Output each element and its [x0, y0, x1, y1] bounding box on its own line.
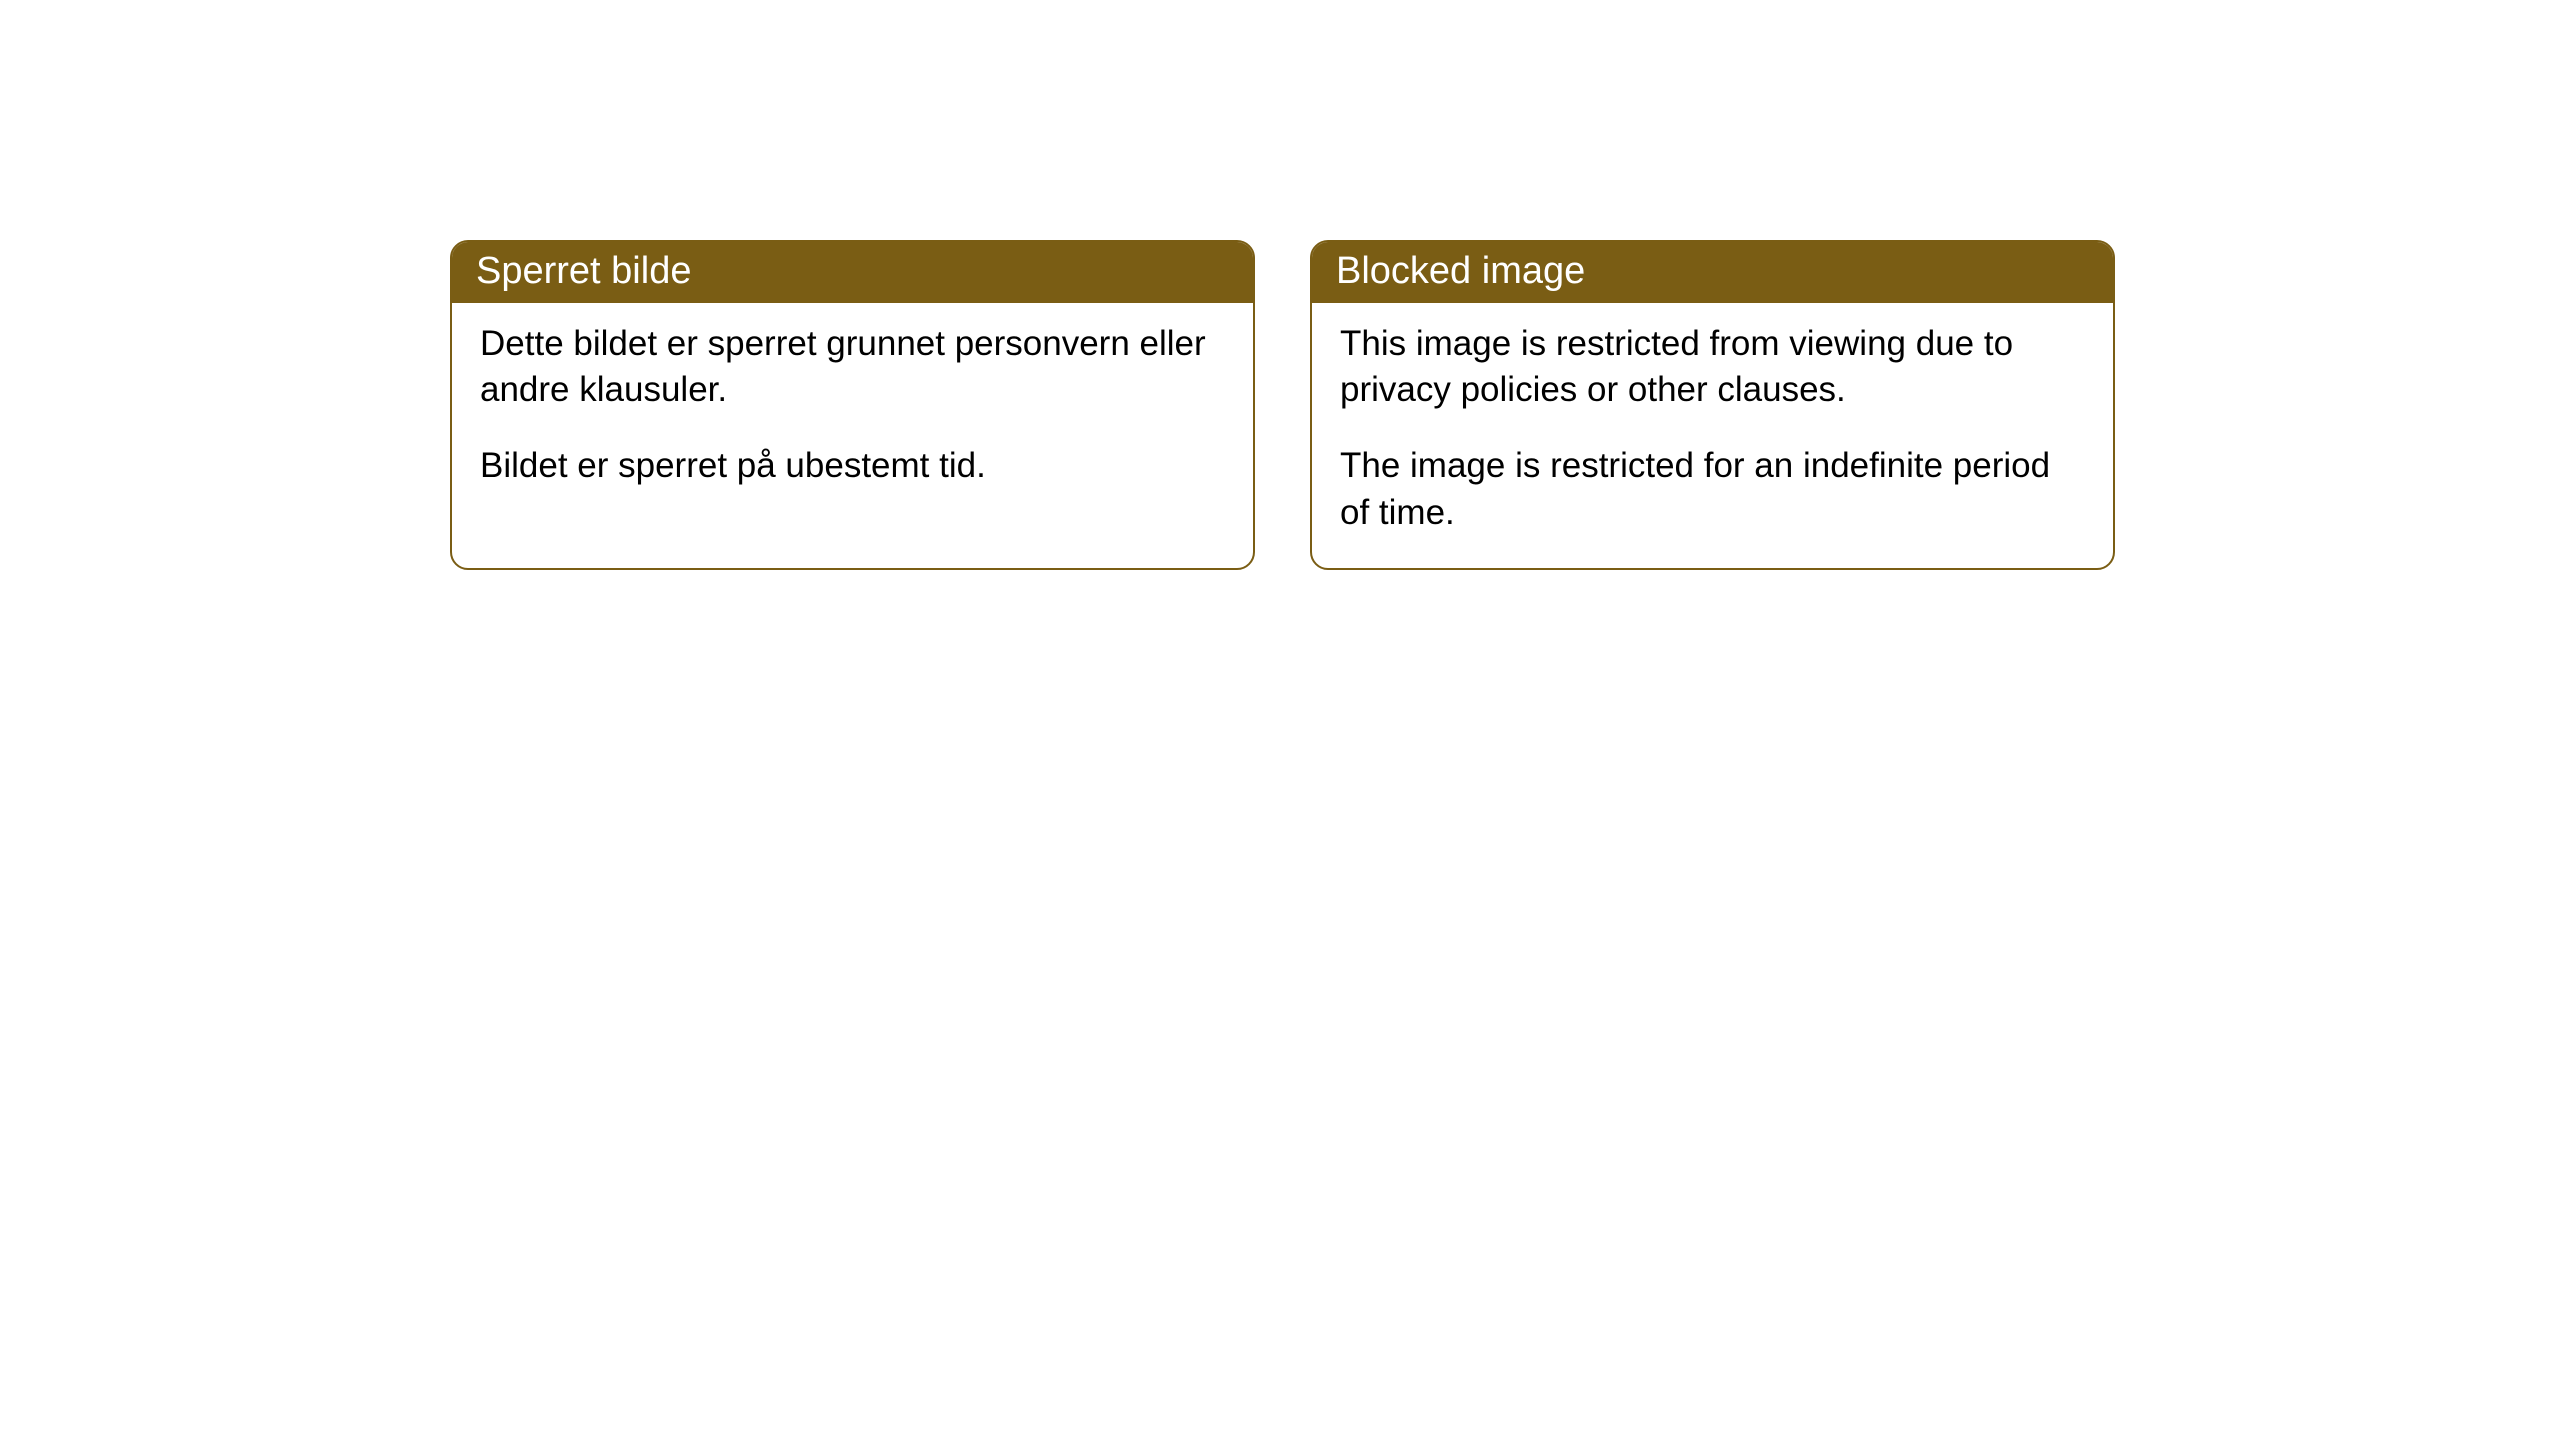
notice-paragraph-2-norwegian: Bildet er sperret på ubestemt tid. — [480, 443, 1225, 489]
notice-card-norwegian: Sperret bilde Dette bildet er sperret gr… — [450, 240, 1255, 570]
notice-paragraph-1-norwegian: Dette bildet er sperret grunnet personve… — [480, 321, 1225, 413]
notice-paragraph-2-english: The image is restricted for an indefinit… — [1340, 443, 2085, 535]
notice-paragraph-1-english: This image is restricted from viewing du… — [1340, 321, 2085, 413]
notice-body-norwegian: Dette bildet er sperret grunnet personve… — [452, 303, 1253, 522]
notice-header-norwegian: Sperret bilde — [452, 242, 1253, 303]
notice-card-english: Blocked image This image is restricted f… — [1310, 240, 2115, 570]
notice-body-english: This image is restricted from viewing du… — [1312, 303, 2113, 568]
notice-header-english: Blocked image — [1312, 242, 2113, 303]
notice-container: Sperret bilde Dette bildet er sperret gr… — [0, 0, 2560, 570]
